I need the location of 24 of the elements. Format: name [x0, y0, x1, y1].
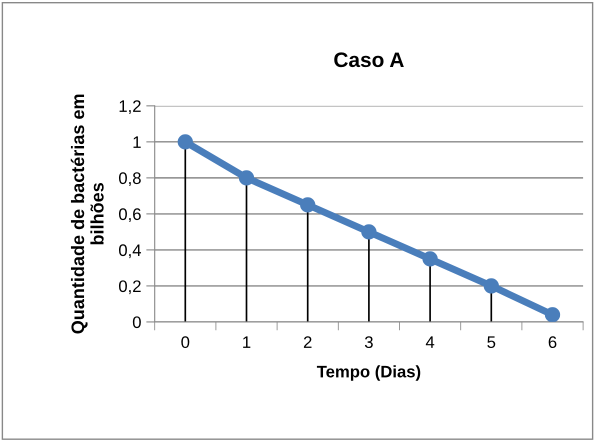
point — [361, 224, 377, 240]
y-tick-label: 1,2 — [120, 100, 141, 114]
y-tick-label: 0,4 — [118, 244, 142, 258]
y-tick-label: 0,2 — [118, 280, 141, 294]
y-tick-label: 0 — [132, 316, 141, 328]
point — [422, 251, 438, 267]
point — [544, 307, 560, 322]
x-tick-label: 6 — [548, 336, 556, 348]
y-tick-label: 1 — [134, 136, 141, 148]
x-tick-label: 2 — [304, 336, 312, 348]
x-axis-title: Tempo (Dias) — [316, 365, 420, 381]
point — [238, 170, 254, 186]
y-tick-label: 0,6 — [118, 208, 141, 222]
x-tick-label: 3 — [364, 336, 373, 348]
point — [484, 278, 499, 294]
x-tick-label: 0 — [181, 336, 190, 348]
y-tick-label: 0,8 — [118, 172, 141, 186]
x-tick-label: 5 — [487, 336, 496, 348]
y-axis-title: Quantidade de bactérias em bilhões — [70, 94, 104, 334]
x-tick-label: 4 — [426, 336, 434, 348]
point — [178, 134, 193, 150]
point — [300, 197, 316, 213]
chart-title: Caso A — [334, 52, 404, 68]
x-tick-label: 1 — [243, 336, 250, 348]
